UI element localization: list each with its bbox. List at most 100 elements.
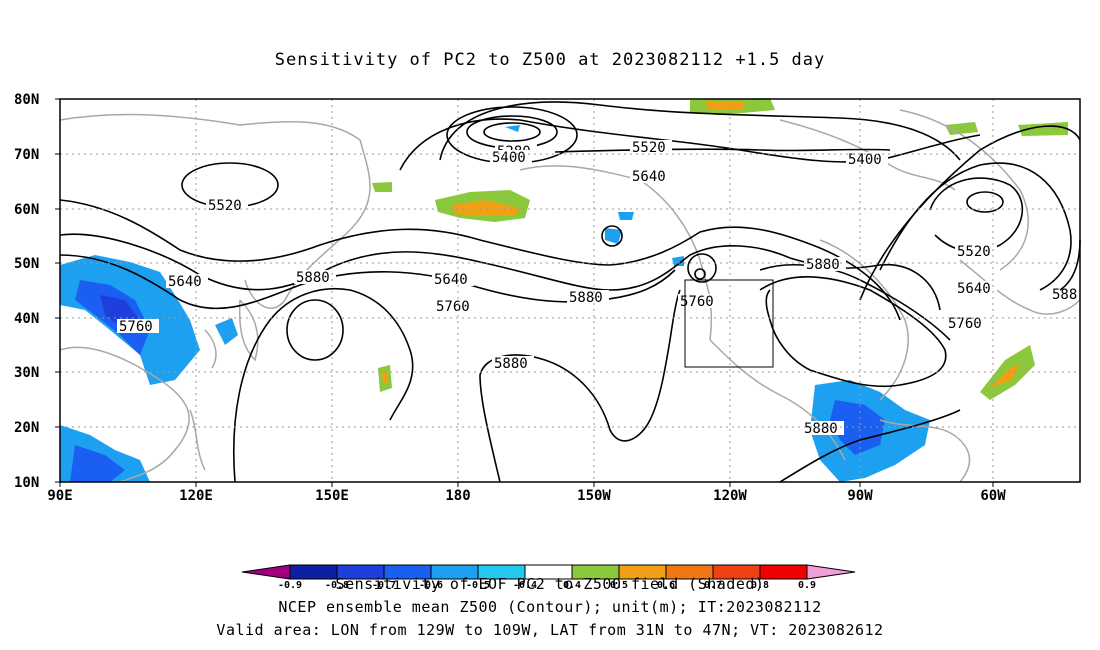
negative-shade-pacific-3 [672,256,684,266]
contour-label-5640-a: 5640 [632,169,666,185]
footer-contour-info: NCEP ensemble mean Z500 (Contour); unit(… [278,598,822,616]
grid-lines [60,99,1080,482]
footer-valid-area: Valid area: LON from 129W to 109W, LAT f… [216,621,884,639]
lon-label: 60W [980,488,1006,504]
lat-label: 20N [14,420,39,436]
positive-shade-bering-core [452,200,520,216]
longitude-axis: 90E 120E 150E 180 150W 120W 90W 60W [47,482,1006,504]
contour-label-5880-b: 5880 [569,290,603,306]
lon-label: 90W [847,488,873,504]
contour-label-5640-d: 5640 [957,281,991,297]
contour-5880-trough [479,289,681,483]
negative-shade-pacific-2 [618,212,634,220]
coast-japan [238,299,259,362]
lat-label: 60N [14,202,39,218]
contour-label-5520-b: 5520 [208,198,242,214]
lat-label: 50N [14,256,39,272]
colorbar-tick: -0.8 [325,580,349,591]
contour-label-5880-e: 5880 [804,421,838,437]
coast-north-america-west [709,339,846,461]
contour-label-5880-c: 5880 [806,257,840,273]
positive-shade-atlantic-core [990,365,1020,388]
colorbar-tick: -0.4 [513,580,537,591]
colorbar-tick: -0.6 [419,580,443,591]
coast-asia-north [59,113,371,309]
colorbar-tick: -0.9 [278,580,302,591]
contour-5880-small-ring [694,268,706,280]
contour-5280-low [483,122,541,142]
contour-label-5880-f: 588 [1052,287,1077,303]
lon-label: 120W [713,488,747,504]
coast-caribbean [879,419,971,483]
colorbar-tick: 0.4 [563,580,581,591]
colorbar-title: Sensitivity of EOF PC2 to Z500 field (Sh… [335,575,765,593]
lat-label: 30N [14,365,39,381]
negative-shade-arctic [505,125,520,132]
lon-label: 120E [179,488,213,504]
lon-label: 150E [315,488,349,504]
contour-label-5760-a: 5760 [119,319,153,335]
colorbar-tick: -0.5 [466,580,490,591]
coast-philippines [189,409,206,471]
contour-5880-high-west [286,299,344,361]
contour-5520-newfoundland [929,177,1024,253]
contour-5640-canada [879,162,1072,291]
coastlines [59,109,1081,483]
contour-label-5880-d: 5880 [494,356,528,372]
contour-label-5760-b: 5760 [436,299,470,315]
contour-5880-west-arm [232,288,414,483]
contour-5520-arctic [399,118,981,171]
contour-label-5640-b: 5640 [168,274,202,290]
negative-shade-pacific-1 [605,228,622,244]
negative-shade-central-america-core [830,400,885,455]
coast-korea [204,329,217,369]
lat-label: 80N [14,92,39,108]
contour-label-5760-d: 5760 [948,316,982,332]
contour-5640-main [59,199,901,321]
colorbar-tick: 0.7 [704,580,722,591]
contour-5400-arctic [554,148,891,153]
coast-greenland [899,109,1029,271]
lat-label: 10N [14,475,39,491]
colorbar: -0.9 -0.8 -0.7 -0.6 -0.5 -0.4 0.4 0.5 0.… [241,564,856,591]
contour-5880-south [779,409,961,483]
contour-label-5400-b: 5400 [848,152,882,168]
coast-asia-east [59,346,190,483]
contour-label-5640-c: 5640 [434,272,468,288]
contour-5880-ring [687,253,717,283]
map-title: Sensitivity of PC2 to Z500 at 2023082112… [274,50,826,70]
lon-label: 90E [47,488,72,504]
latitude-axis: 80N 70N 60N 50N 40N 30N 20N 10N [14,92,60,491]
contour-5760-canada [859,125,1081,301]
map-frame [59,98,1081,483]
colorbar-tick: -0.7 [372,580,396,591]
coast-alaska [519,165,713,341]
colorbar-tick: 0.9 [798,580,816,591]
contour-5640-arctic [439,101,961,161]
contour-5520-pacific [601,225,623,247]
lat-label: 40N [14,311,39,327]
colorbar-tick: 0.8 [751,580,769,591]
negative-shade-east-asia [215,318,238,345]
contour-label-5760-c: 5760 [680,294,714,310]
valid-area-box [684,279,774,368]
contour-label-5520-a: 5520 [632,140,666,156]
positive-shade-siberia [372,182,392,192]
contour-label-5400-a: 5400 [492,150,526,166]
coast-labrador [959,259,1081,315]
coast-north-america-east [819,239,909,401]
positive-shade-pacific-core [382,372,388,384]
positive-shade-greenland-1 [945,122,978,135]
colorbar-tick: 0.6 [657,580,675,591]
lat-label: 70N [14,147,39,163]
positive-shade-arctic-core [705,102,745,110]
colorbar-right-arrow [806,564,856,580]
geopotential-contours [59,101,1081,483]
lon-label: 180 [445,488,470,504]
coast-arctic-canada [779,119,956,191]
contour-labels: 5280 5400 5400 5520 5520 5520 5640 5640 … [117,140,1077,437]
lon-label: 150W [577,488,611,504]
contour-5880-east [759,276,947,388]
contour-label-5880-a: 5880 [296,270,330,286]
